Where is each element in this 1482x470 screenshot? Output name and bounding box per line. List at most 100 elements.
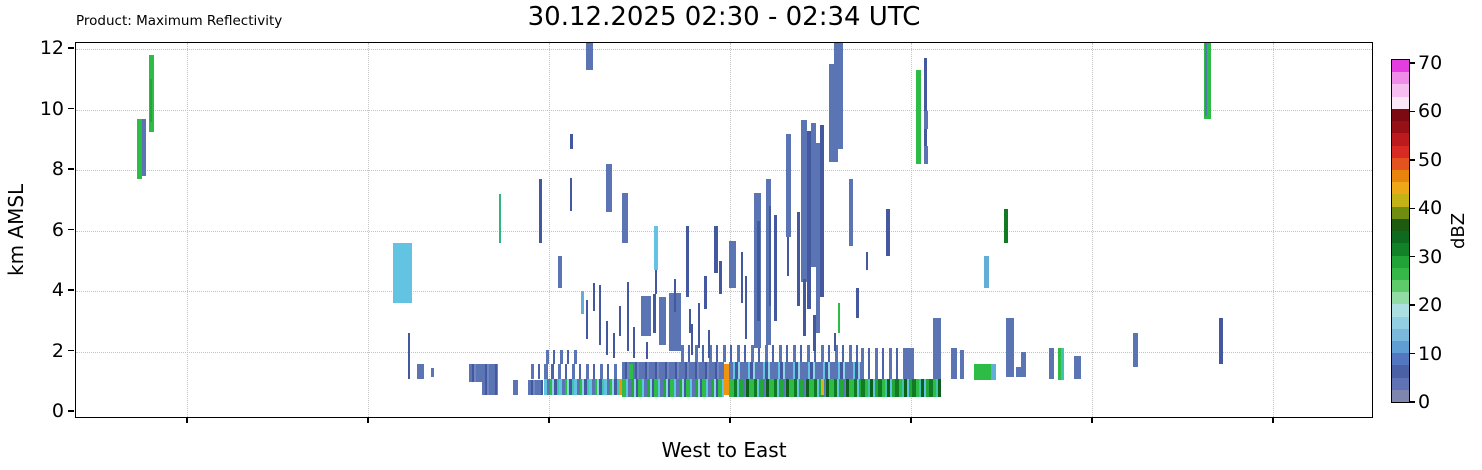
reflectivity-bar: [834, 43, 843, 149]
h-gridline: [76, 170, 1372, 171]
reflectivity-bar: [816, 142, 820, 334]
x-tick-mark: [910, 418, 912, 423]
reflectivity-bar: [924, 145, 928, 164]
colorbar-segment: [1392, 194, 1409, 207]
colorbar-tick-mark: [1410, 207, 1415, 210]
reflectivity-bar: [691, 324, 693, 355]
colorbar-tick-label: 60: [1418, 100, 1443, 123]
colorbar-segment: [1392, 72, 1409, 85]
reflectivity-bar: [641, 295, 651, 337]
reflectivity-bar: [811, 123, 816, 267]
reflectivity-bar: [669, 292, 681, 352]
colorbar-segment: [1392, 255, 1409, 268]
reflectivity-band-segment: [482, 363, 498, 396]
reflectivity-bar: [1021, 351, 1026, 378]
reflectivity-bar: [1061, 348, 1064, 381]
colorbar-segment: [1392, 96, 1409, 109]
x-tick-mark: [186, 418, 188, 423]
reflectivity-bar: [1219, 318, 1223, 364]
reflectivity-bar: [1074, 356, 1081, 379]
reflectivity-band-segment: [469, 363, 482, 382]
x-tick-mark: [1272, 418, 1274, 423]
colorbar-segment: [1392, 108, 1409, 122]
reflectivity-bar: [686, 225, 689, 298]
reflectivity-bar: [797, 212, 800, 307]
y-tick-mark: [68, 410, 74, 412]
reflectivity-bar: [829, 64, 838, 163]
h-gridline: [76, 49, 1372, 50]
colorbar-tick-label: 40: [1418, 197, 1443, 220]
reflectivity-bar: [646, 342, 648, 360]
reflectivity-bar: [408, 333, 410, 379]
reflectivity-bar: [570, 177, 572, 211]
reflectivity-bar: [801, 120, 807, 282]
plot-area: [75, 42, 1373, 418]
reflectivity-bar: [698, 303, 700, 349]
reflectivity-band-segment: [528, 380, 543, 396]
reflectivity-bar: [619, 306, 621, 337]
reflectivity-bar: [431, 368, 434, 378]
reflectivity-bar: [834, 333, 836, 352]
reflectivity-bar: [1049, 348, 1054, 379]
reflectivity-band-segment: [513, 380, 518, 396]
colorbar-tick-label: 0: [1418, 391, 1431, 413]
reflectivity-bar: [1205, 43, 1207, 116]
v-gridline: [730, 43, 731, 417]
reflectivity-band-segment: [622, 378, 724, 397]
colorbar-segment: [1392, 169, 1409, 183]
reflectivity-bar: [741, 251, 743, 304]
colorbar-segment: [1392, 389, 1409, 403]
v-gridline: [1273, 43, 1274, 417]
colorbar-tick-mark: [1410, 304, 1415, 306]
reflectivity-bar: [142, 118, 146, 177]
reflectivity-band-segment: [861, 378, 941, 397]
colorbar-tick-mark: [1410, 352, 1415, 355]
reflectivity-bar: [586, 300, 588, 340]
chart-title: 30.12.2025 02:30 - 02:34 UTC: [527, 2, 921, 32]
reflectivity-bar: [933, 318, 941, 379]
colorbar-segment: [1392, 377, 1409, 390]
reflectivity-bar: [150, 79, 152, 122]
reflectivity-bar: [581, 291, 584, 314]
x-axis-label: West to East: [661, 438, 787, 462]
reflectivity-bar: [655, 269, 657, 294]
reflectivity-bar: [1004, 209, 1008, 243]
x-tick-mark: [548, 418, 550, 423]
reflectivity-band-segment: [821, 378, 824, 396]
colorbar-segment: [1392, 145, 1409, 158]
colorbar-segment: [1392, 218, 1409, 232]
reflectivity-bar: [606, 163, 612, 213]
product-label: Product: Maximum Reflectivity: [76, 13, 283, 29]
reflectivity-bar: [417, 363, 424, 379]
y-tick-label: 6: [51, 218, 64, 241]
reflectivity-bar: [627, 281, 629, 352]
reflectivity-bar: [570, 133, 573, 149]
y-tick-label: 8: [51, 158, 64, 180]
colorbar-tick-mark: [1410, 110, 1415, 113]
colorbar-tick-label: 50: [1418, 148, 1443, 171]
reflectivity-bar: [586, 43, 593, 71]
reflectivity-bar: [766, 179, 771, 346]
reflectivity-band-segment: [729, 378, 861, 397]
reflectivity-bar: [813, 315, 816, 352]
reflectivity-band-segment: [991, 363, 996, 381]
h-gridline: [76, 109, 1372, 111]
reflectivity-bar: [807, 130, 811, 310]
reflectivity-bar: [1006, 318, 1014, 378]
colorbar-label: dBZ: [1448, 212, 1469, 250]
reflectivity-band-segment: [546, 349, 581, 364]
reflectivity-bar: [689, 309, 691, 334]
y-tick-label: 0: [51, 400, 64, 422]
colorbar-tick-mark: [1410, 401, 1415, 403]
colorbar-segment: [1392, 267, 1409, 280]
reflectivity-bar: [960, 349, 964, 379]
reflectivity-bar: [1016, 366, 1021, 378]
x-tick-mark: [367, 418, 369, 423]
reflectivity-bar: [866, 251, 868, 270]
reflectivity-bar: [803, 278, 806, 337]
reflectivity-band-segment: [622, 362, 724, 379]
v-gridline: [368, 43, 369, 417]
reflectivity-band-segment: [544, 378, 619, 396]
reflectivity-band-segment: [729, 362, 861, 379]
reflectivity-bar: [924, 111, 928, 130]
